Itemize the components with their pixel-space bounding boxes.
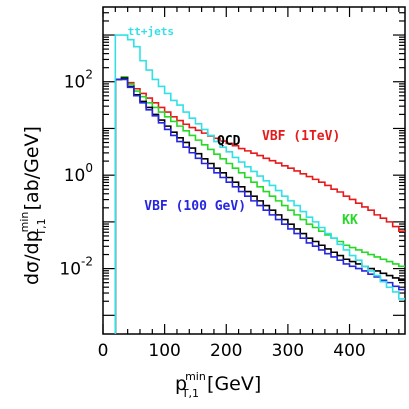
series-layer <box>114 34 405 334</box>
y-tick-label: 10-2 <box>59 255 93 280</box>
y-tick-exponent: 2 <box>85 68 93 82</box>
y-tick-label: 100 <box>64 161 93 186</box>
series-line-tt-jets <box>114 34 405 334</box>
y-tick-exponent: 0 <box>85 161 93 175</box>
annotation-layer: tt+jets VBF (1TeV) QCD KK VBF (100 GeV) <box>128 25 358 228</box>
y-axis-title-unit: [ab/GeV] <box>21 126 43 210</box>
series-label: tt+jets <box>128 25 174 38</box>
x-axis-title-sup: min <box>185 370 206 383</box>
series-label: VBF (100 GeV) <box>144 199 246 214</box>
x-tick-label: 0 <box>98 341 109 361</box>
series-line-vbf-1tev <box>114 76 405 334</box>
x-axis-title-unit: [GeV] <box>207 373 261 395</box>
y-axis-title-main: dσ/dp <box>21 230 43 285</box>
y-tick-exponent: -2 <box>81 255 93 269</box>
y-tick-label: 102 <box>64 68 93 93</box>
series-label: VBF (1TeV) <box>262 129 340 144</box>
x-tick-label: 100 <box>148 341 180 361</box>
y-axis-title-sub: T,1 <box>35 218 48 236</box>
series-label: KK <box>342 213 358 228</box>
x-axis-title: pmin T,1 [GeV] <box>175 370 261 400</box>
series-line-vbf-100-gev <box>114 78 405 334</box>
y-tick-base: 10 <box>64 166 86 186</box>
x-axis-title-base: p <box>175 373 187 395</box>
plot-frame <box>102 6 406 335</box>
x-tick-label: 300 <box>272 341 304 361</box>
x-tick-label: 400 <box>333 341 365 361</box>
x-axis-title-sub: T,1 <box>181 387 199 400</box>
x-tick-label: 200 <box>210 341 242 361</box>
y-tick-base: 10 <box>59 260 81 280</box>
axis-ticks <box>102 7 405 334</box>
y-tick-base: 10 <box>64 73 86 93</box>
y-axis-title-sup: min <box>18 212 31 233</box>
series-label: QCD <box>217 134 241 149</box>
y-axis-title: dσ/dpmin T,1 [ab/GeV] <box>18 126 48 285</box>
series-line-kk <box>114 76 405 334</box>
